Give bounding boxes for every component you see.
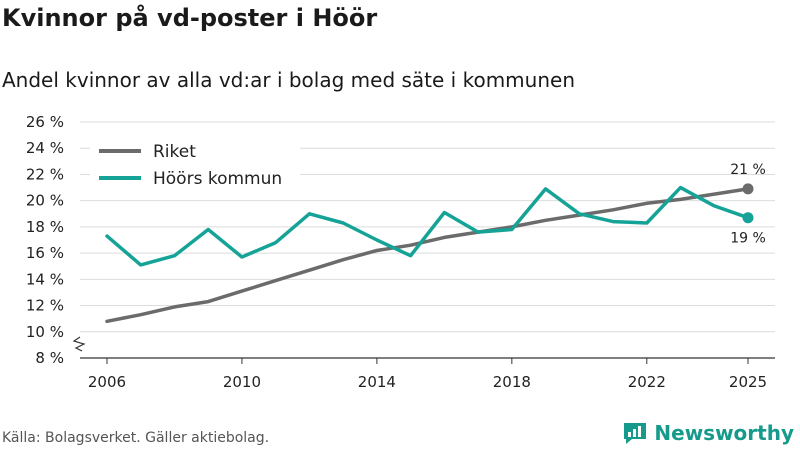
- line-chart: 26 %24 %22 %20 %18 %16 %14 %12 %10 %8 % …: [26, 113, 775, 391]
- x-tick-label: 2025: [729, 373, 767, 391]
- chart-subtitle: Andel kvinnor av alla vd:ar i bolag med …: [2, 68, 575, 92]
- y-tick-label: 10 %: [26, 323, 64, 341]
- y-axis-ticks: 26 % 24 % 22 % 20 % 18 % 16 % 14 % 12 % 10 % 8 %: [26, 113, 86, 367]
- series-lines: [105, 183, 754, 324]
- legend-background: [90, 136, 300, 194]
- y-tick-label: 12 %: [26, 297, 64, 315]
- newsworthy-logo-icon: [624, 423, 647, 444]
- series-end-point: [742, 212, 754, 224]
- y-tick-label: 14 %: [26, 270, 64, 288]
- end-value-label: 21 %: [730, 162, 766, 178]
- series-end-point: [742, 183, 754, 195]
- legend: Riket Höörs kommun: [90, 136, 300, 194]
- series-line-riket: [105, 187, 750, 324]
- y-tick-label: 18 %: [26, 218, 64, 236]
- legend-label: Höörs kommun: [153, 169, 282, 189]
- y-tick-label: 26 %: [26, 113, 64, 131]
- source-note: Källa: Bolagsverket. Gäller aktiebolag.: [2, 430, 270, 446]
- end-labels: 21 % 19 %: [730, 162, 766, 247]
- x-tick-label: 2022: [628, 373, 666, 391]
- series-line-h-rs-kommun: [105, 185, 750, 267]
- end-value-label: 19 %: [730, 231, 766, 247]
- x-tick-label: 2010: [223, 373, 261, 391]
- brand-logo: Newsworthy: [622, 420, 794, 446]
- x-tick-label: 2006: [88, 373, 126, 391]
- x-tick-label: 2014: [358, 373, 396, 391]
- brand-name: Newsworthy: [654, 421, 794, 445]
- y-tick-label: 22 %: [26, 165, 64, 183]
- x-axis: 2006 2010 2014 2018 2022 2025: [80, 357, 775, 391]
- y-tick-label: 16 %: [26, 244, 64, 262]
- y-tick-label: 20 %: [26, 192, 64, 210]
- axis-break-icon: [72, 336, 86, 352]
- chart-title: Kvinnor på vd-poster i Höör: [2, 4, 378, 32]
- legend-label: Riket: [153, 142, 196, 162]
- y-tick-label: 24 %: [26, 139, 64, 157]
- x-tick-label: 2018: [493, 373, 531, 391]
- y-tick-label: 8 %: [35, 349, 64, 367]
